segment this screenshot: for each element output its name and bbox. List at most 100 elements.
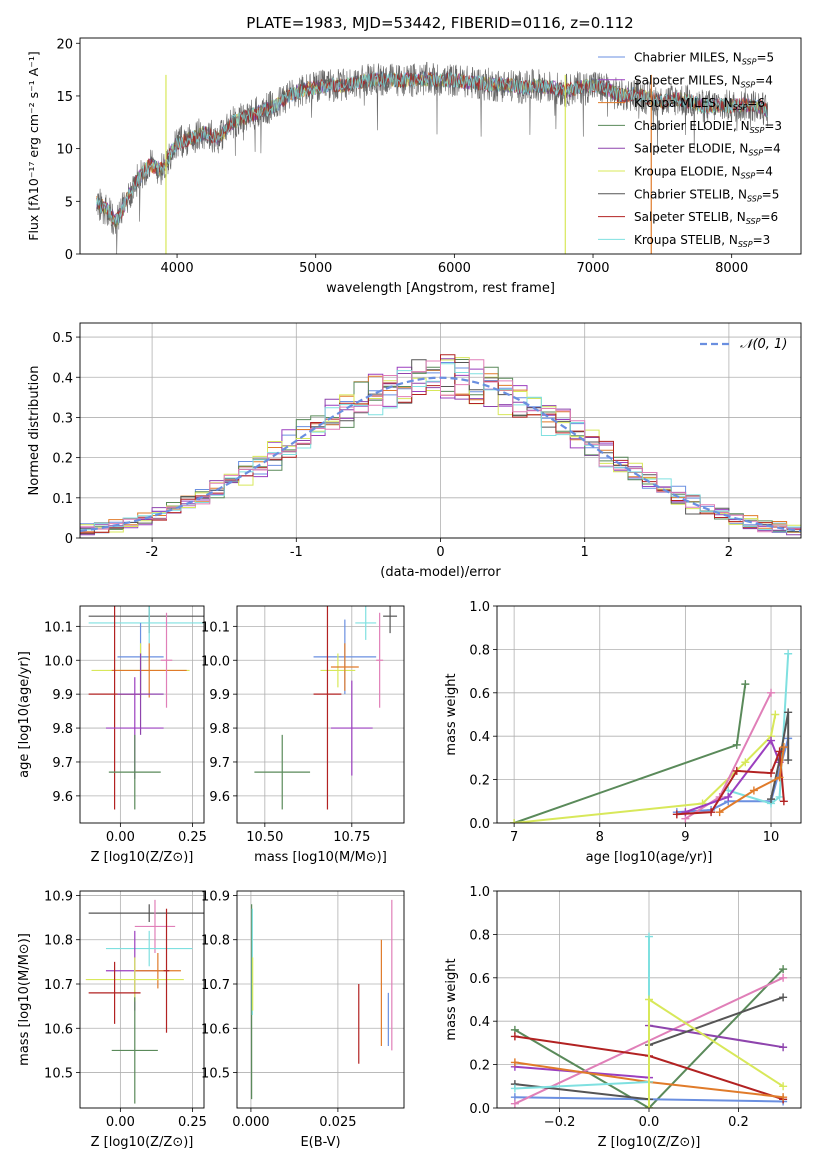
y-tick-label: 5	[65, 195, 73, 210]
y-tick-label: 0.6	[469, 687, 490, 702]
weight_vs_age-series	[510, 649, 793, 823]
weight-line	[719, 746, 785, 813]
y-tick-label: 10.6	[44, 1022, 73, 1037]
weight-marker	[645, 932, 653, 941]
y-tick-label: 9.9	[52, 688, 73, 703]
weight-line	[648, 997, 784, 1108]
x-tick-label: 0	[436, 545, 444, 560]
legend-label: 𝒩(0, 1)	[740, 337, 787, 352]
weight-marker	[732, 740, 741, 749]
x-tick-label: 10	[763, 830, 780, 845]
weight-marker	[749, 786, 758, 795]
weight-marker	[645, 995, 653, 1004]
y-tick-label: 0.6	[469, 972, 490, 987]
weight-marker	[779, 1093, 788, 1102]
y-tick-label: 10.6	[201, 1022, 230, 1037]
residuals-axes: -2 -1 0 1 2 0 0.1 0.2 0.3 0.4 0.5	[52, 323, 801, 560]
legend-label: Chabrier STELIB, NSSP=5	[634, 187, 779, 203]
y-axis-label: age [log10(age/yr)]	[17, 651, 32, 778]
weight-marker	[784, 649, 793, 658]
weight-line	[685, 738, 781, 814]
weight-marker	[510, 819, 519, 823]
age_vs_Z-axes: 0.00 0.25 9.6 9.7 9.8 9.9 10.0 10.1	[44, 606, 207, 845]
legend-label: Salpeter ELODIE, NSSP=4	[634, 142, 781, 158]
weight-marker	[779, 1043, 788, 1052]
x-axis-label: wavelength [Angstrom, rest frame]	[326, 281, 555, 296]
y-tick-label: 0	[65, 248, 73, 263]
y-axis-label: Normed distribution	[27, 366, 42, 496]
y-tick-label: 10.5	[44, 1067, 73, 1082]
weight-line	[648, 1024, 784, 1049]
residual-legend: 𝒩(0, 1)	[700, 337, 787, 352]
y-tick-label: 10.9	[201, 889, 230, 904]
y-tick-label: 10.1	[44, 620, 73, 635]
weight-marker	[784, 756, 793, 765]
x-tick-label: 2	[725, 545, 733, 560]
weight-marker	[707, 808, 716, 817]
y-tick-label: 9.8	[52, 722, 73, 737]
x-axis-label: Z [log10(Z/Z⊙)]	[91, 850, 194, 865]
x-tick-label: 0.00	[106, 1115, 135, 1130]
y-tick-label: 10.9	[44, 889, 73, 904]
y-tick-label: 9.7	[52, 756, 73, 771]
y-tick-label: 9.9	[209, 688, 230, 703]
x-axis-label: Z [log10(Z/Z⊙)]	[91, 1135, 194, 1150]
legend-label: Chabrier ELODIE, NSSP=3	[634, 119, 782, 135]
weight-marker	[510, 1058, 519, 1067]
legend-label: Salpeter STELIB, NSSP=6	[634, 210, 778, 226]
x-tick-label: 9	[681, 830, 689, 845]
weight-marker	[510, 1099, 519, 1108]
weight-marker	[779, 797, 788, 806]
y-tick-label: 10	[56, 143, 73, 158]
residual-frame	[79, 322, 802, 539]
weight-marker	[645, 1104, 653, 1108]
weight-marker	[510, 1084, 519, 1093]
weight-marker	[681, 808, 690, 817]
weight-marker	[784, 708, 793, 717]
y-axis-label: mass weight	[444, 673, 459, 755]
spectrum-line	[96, 71, 768, 224]
age_vs_Z-points	[88, 606, 204, 810]
y-tick-label: 15	[56, 90, 73, 105]
y-tick-label: 0.4	[52, 371, 73, 386]
weight_vs_age-frame	[496, 605, 802, 824]
mass_vs_ebv-frame	[236, 890, 405, 1109]
weight-marker	[724, 792, 733, 801]
y-tick-label: 0.0	[469, 1102, 490, 1117]
weight-line	[514, 968, 784, 1108]
x-tick-label: 0.025	[319, 1115, 356, 1130]
legend-label: Kroupa ELODIE, NSSP=4	[634, 165, 773, 181]
x-tick-label: −0.2	[544, 1115, 576, 1130]
weight-marker	[715, 808, 724, 817]
y-tick-label: 0.5	[52, 331, 73, 346]
weight-line	[648, 996, 784, 1047]
y-tick-label: 10.5	[201, 1067, 230, 1082]
weight-marker	[779, 1082, 788, 1091]
weight-marker	[779, 993, 788, 1002]
weight-line	[676, 751, 785, 816]
y-tick-label: 0	[65, 532, 73, 547]
weight-marker	[771, 710, 780, 719]
weight-marker	[779, 965, 788, 974]
y-tick-label: 20	[56, 37, 73, 52]
y-tick-label: 0.2	[469, 1059, 490, 1074]
y-tick-label: 1.0	[469, 885, 490, 900]
spectrum-series	[96, 61, 768, 254]
weight-marker	[510, 1032, 519, 1041]
x-tick-label: 10.50	[246, 830, 283, 845]
x-tick-label: -2	[146, 545, 159, 560]
x-tick-label: 5000	[299, 261, 332, 276]
y-axis-label: Flux [fλ10⁻¹⁷ erg cm⁻² s⁻¹ A⁻¹]	[26, 51, 41, 240]
y-tick-label: 9.6	[209, 790, 230, 805]
x-axis-label: Z [log10(Z/Z⊙)]	[598, 1135, 701, 1150]
x-axis-label: (data-model)/error	[380, 565, 501, 580]
y-tick-label: 9.7	[209, 756, 230, 771]
weight-marker	[732, 766, 741, 775]
y-tick-label: 0.4	[469, 730, 490, 745]
x-tick-label: 6000	[438, 261, 471, 276]
spectrum-line	[96, 61, 768, 254]
y-tick-label: 10.7	[44, 978, 73, 993]
weight-marker	[672, 810, 681, 819]
